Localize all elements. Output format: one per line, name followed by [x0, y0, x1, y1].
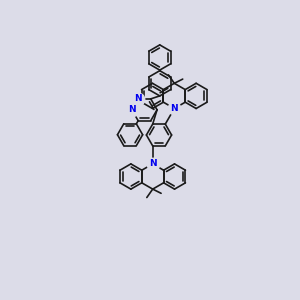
Text: N: N [170, 104, 178, 113]
Text: N: N [128, 105, 136, 114]
Text: N: N [134, 94, 142, 103]
Text: N: N [149, 159, 157, 168]
